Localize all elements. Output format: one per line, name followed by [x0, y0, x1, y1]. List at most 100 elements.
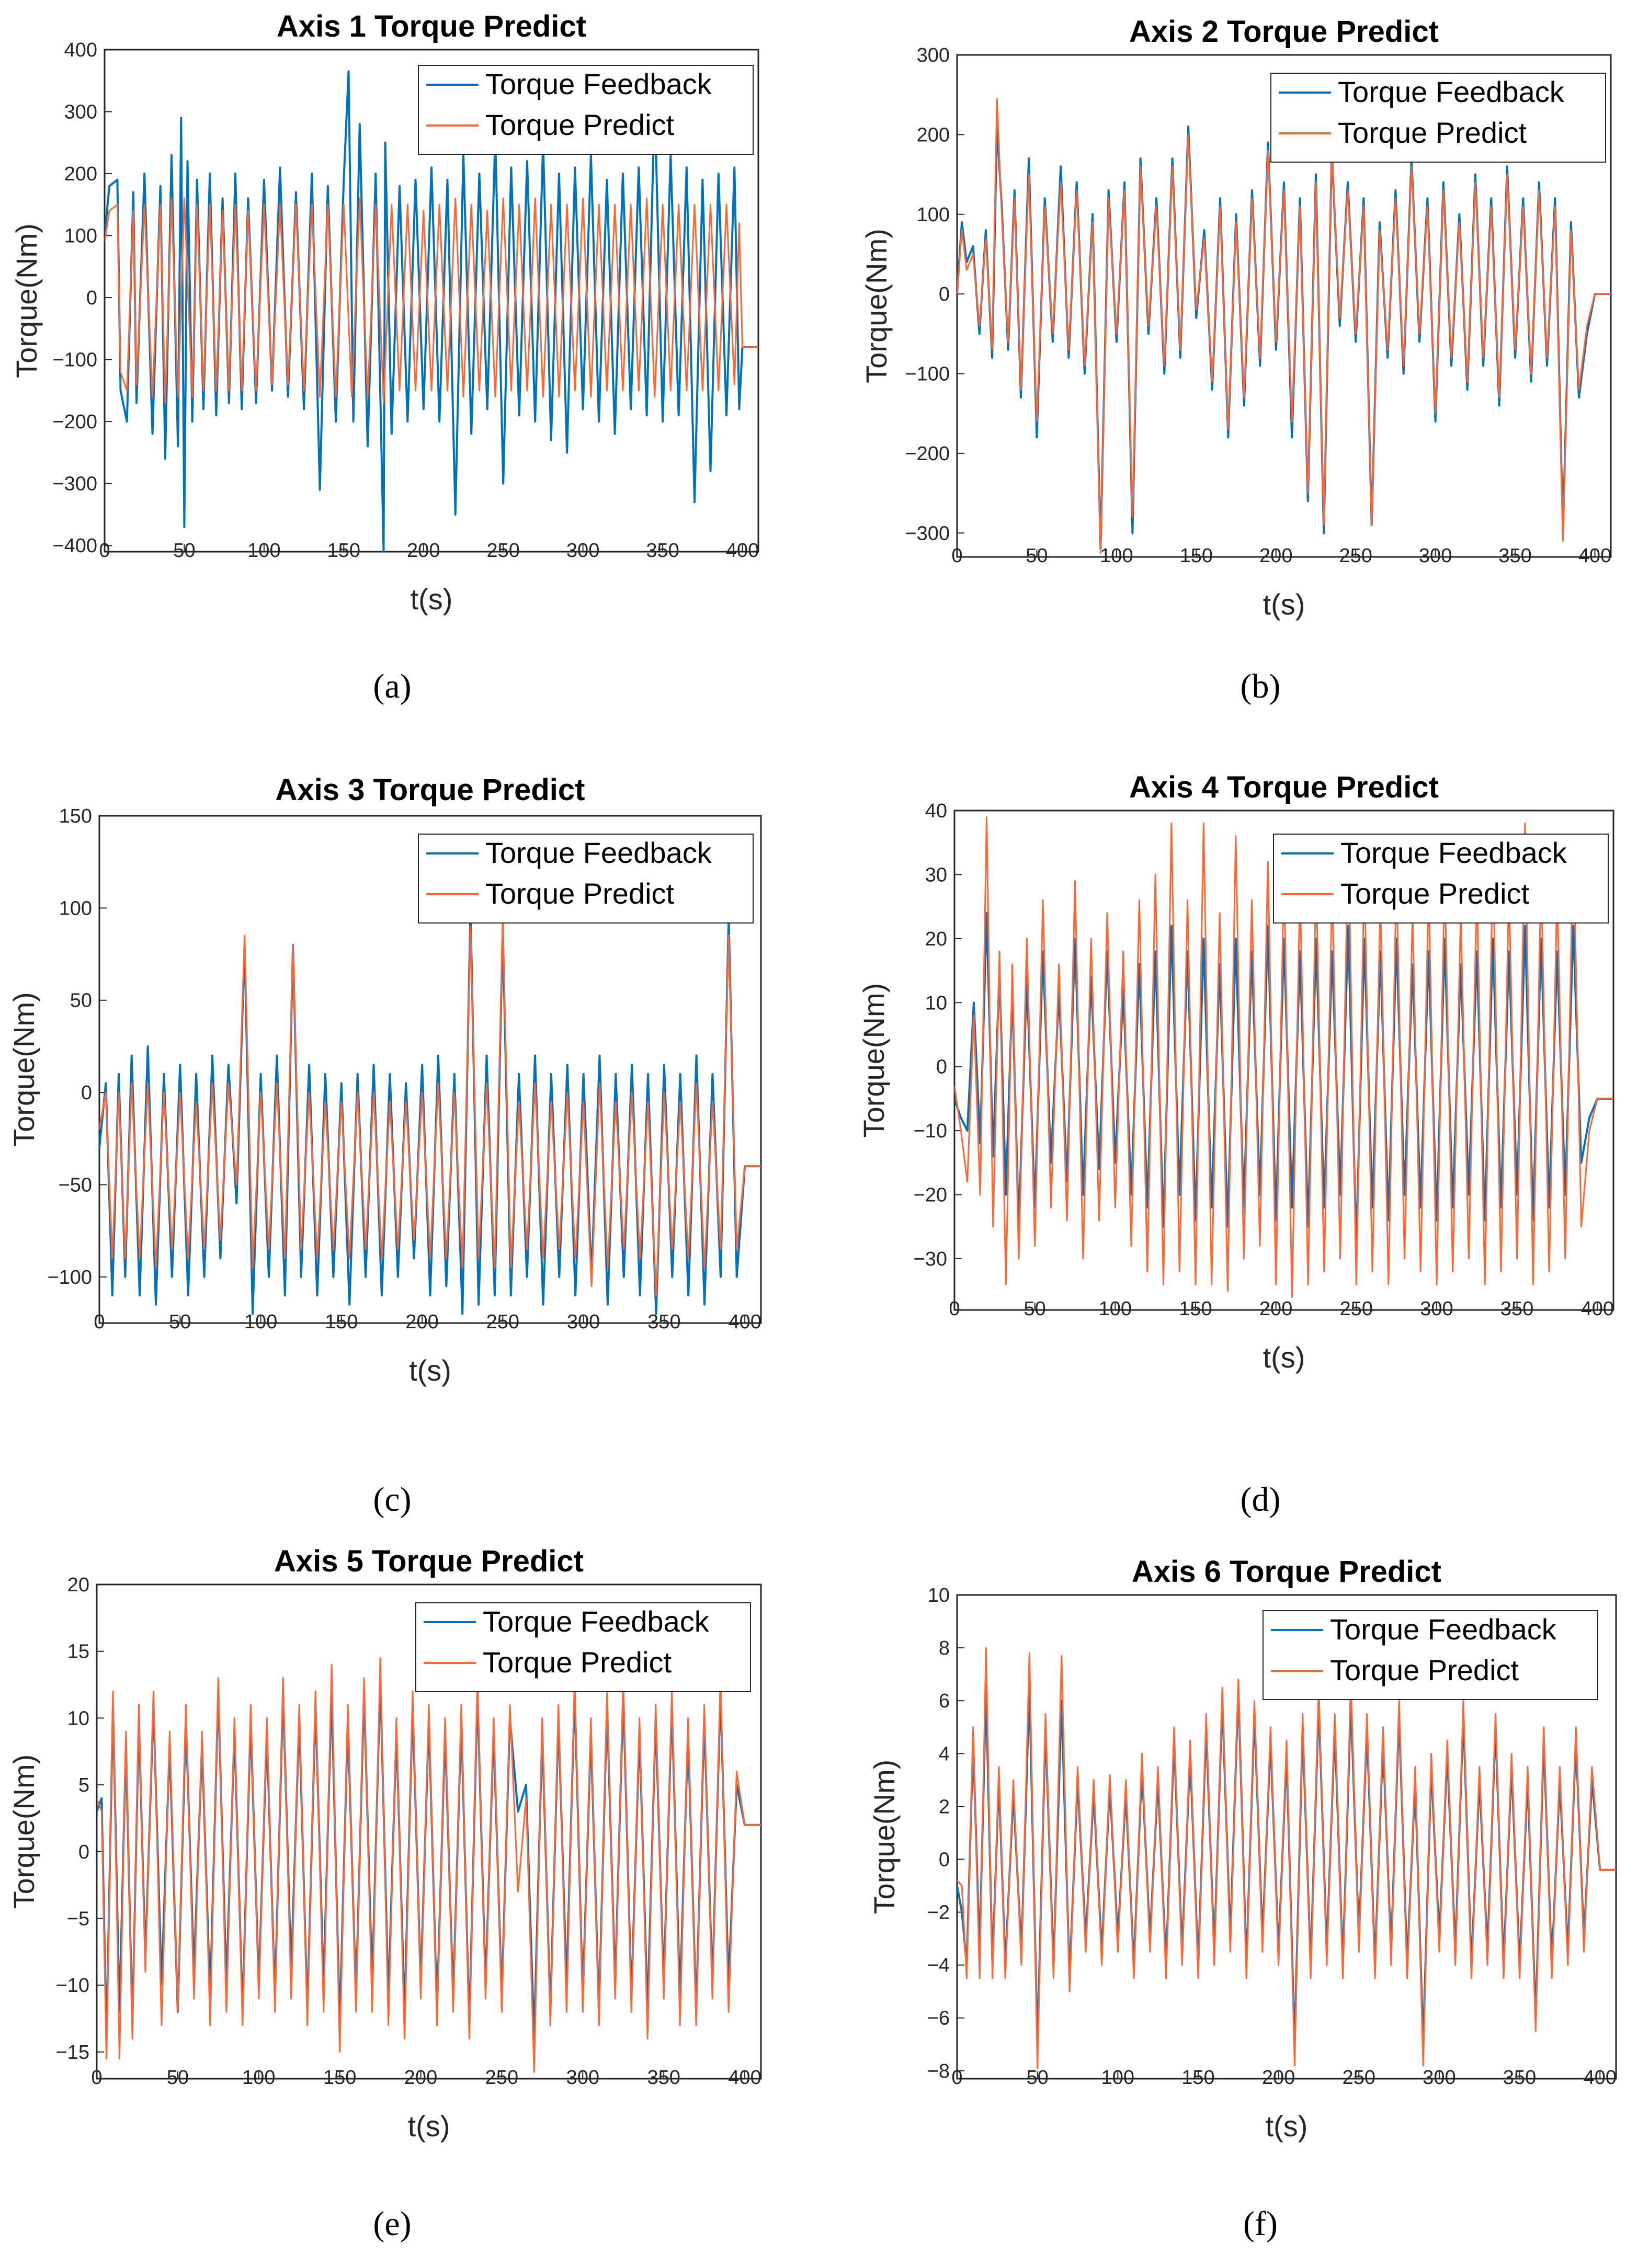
x-tick-label: 0: [949, 1298, 960, 1320]
x-tick-label: 350: [1498, 545, 1531, 567]
legend-box: [418, 834, 754, 924]
y-tick-label: 50: [70, 990, 92, 1012]
x-tick-label: 350: [647, 2067, 680, 2089]
y-tick-label: 100: [64, 225, 97, 247]
legend-label-predict: Torque Predict: [1330, 1654, 1519, 1686]
y-tick-label: −20: [914, 1184, 947, 1206]
x-axis-label: t(s): [411, 583, 453, 616]
chart-svg: Axis 1 Torque Predict 0 50 100 150 200 250 300 3…: [10, 9, 759, 616]
y-tick-label: 100: [59, 897, 92, 919]
x-tick-label: 200: [1259, 1298, 1292, 1320]
x-tick-label: 250: [1343, 2067, 1375, 2089]
y-tick-label: 0: [939, 283, 950, 305]
x-tick-label: 400: [728, 1311, 761, 1333]
x-axis-label: t(s): [408, 2110, 450, 2142]
y-tick-label: 0: [78, 1841, 89, 1863]
legend: Torque Feedback Torque Predict: [418, 65, 754, 155]
x-tick-label: 100: [242, 2067, 275, 2089]
chart-panel-a: Axis 1 Torque Predict 0 50 100 150 200 250 300 3…: [0, 0, 816, 680]
legend-label-feedback: Torque Feedback: [1338, 75, 1565, 108]
x-tick-label: 400: [1578, 545, 1611, 567]
chart-title: Axis 1 Torque Predict: [277, 9, 586, 43]
chart-panel-f: Axis 6 Torque Predict 0 50 100 150 200 250 300 3…: [826, 1548, 1649, 2228]
x-tick-label: 250: [486, 540, 519, 562]
y-axis-label: Torque(Nm): [7, 1754, 40, 1909]
chart-svg: Axis 3 Torque Predict 0 50 100 150 200 250 300 3…: [7, 773, 762, 1387]
x-tick-label: 50: [1024, 1298, 1046, 1320]
chart-panel-d: Axis 4 Torque Predict 0 50 100 150 200 250 300 3…: [826, 763, 1649, 1443]
x-tick-label: 50: [169, 1311, 191, 1333]
legend: Torque Feedback Torque Predict: [1273, 834, 1609, 924]
y-axis-label: Torque(Nm): [857, 983, 890, 1138]
y-tick-label: 2: [939, 1796, 950, 1818]
x-tick-label: 300: [566, 2067, 599, 2089]
x-tick-label: 350: [646, 540, 679, 562]
x-tick-label: 150: [1180, 545, 1213, 567]
x-tick-label: 50: [1027, 2067, 1049, 2089]
series-line-torque-predict: [99, 916, 761, 1296]
y-tick-label: −200: [52, 411, 97, 433]
y-tick-label: −6: [927, 2008, 950, 2030]
y-axis-label: Torque(Nm): [868, 1760, 901, 1914]
y-tick-label: 6: [939, 1690, 950, 1712]
y-tick-label: 400: [64, 39, 97, 61]
x-tick-label: 100: [1101, 2067, 1134, 2089]
y-tick-label: 0: [86, 287, 97, 309]
y-tick-label: 0: [81, 1082, 92, 1104]
y-tick-label: 20: [67, 1574, 89, 1596]
x-tick-label: 400: [1581, 1298, 1614, 1320]
y-tick-label: −10: [914, 1120, 947, 1142]
x-tick-label: 50: [1026, 545, 1048, 567]
series-group: [957, 98, 1611, 554]
y-tick-label: 8: [939, 1637, 950, 1659]
y-tick-label: 20: [925, 928, 947, 950]
legend-label-predict: Torque Predict: [1338, 116, 1527, 149]
chart-title: Axis 4 Torque Predict: [1129, 770, 1439, 804]
y-tick-label: 0: [939, 1849, 950, 1871]
x-tick-label: 400: [726, 540, 759, 562]
y-tick-label: 300: [64, 101, 97, 123]
y-tick-label: −5: [67, 1908, 89, 1930]
x-tick-label: 300: [1420, 1298, 1453, 1320]
x-tick-label: 100: [247, 540, 280, 562]
caption-e: (e): [373, 2205, 412, 2243]
legend-box: [418, 65, 754, 155]
legend: Torque Feedback Torque Predict: [418, 834, 754, 924]
y-tick-label: 15: [67, 1641, 89, 1663]
y-tick-label: −4: [927, 1955, 950, 1977]
x-tick-label: 350: [1500, 1298, 1533, 1320]
y-tick-label: −15: [56, 2042, 89, 2064]
y-tick-label: −30: [914, 1248, 947, 1270]
legend-box: [415, 1602, 751, 1692]
x-tick-label: 300: [566, 540, 599, 562]
x-tick-label: 300: [1423, 2067, 1455, 2089]
y-tick-label: 30: [925, 864, 947, 886]
legend-box: [1270, 73, 1606, 163]
caption-d: (d): [1240, 1480, 1281, 1519]
y-tick-label: −100: [52, 349, 97, 371]
chart-panel-c: Axis 3 Torque Predict 0 50 100 150 200 250 300 3…: [0, 763, 816, 1443]
chart-panel-e: Axis 5 Torque Predict 0 50 100 150 200 250 300 3…: [0, 1544, 816, 2228]
x-tick-label: 100: [244, 1311, 277, 1333]
chart-panel-b: Axis 2 Torque Predict 0 50 100 150 200 250 300 3…: [826, 0, 1649, 680]
legend-label-predict: Torque Predict: [485, 877, 675, 910]
y-axis-label: Torque(Nm): [7, 992, 40, 1147]
y-tick-label: 300: [917, 44, 950, 66]
x-tick-label: 50: [173, 540, 195, 562]
x-tick-label: 300: [567, 1311, 600, 1333]
x-tick-label: 250: [486, 1311, 519, 1333]
legend: Torque Feedback Torque Predict: [415, 1602, 751, 1692]
legend-label-predict: Torque Predict: [485, 108, 675, 141]
x-tick-label: 0: [951, 545, 962, 567]
x-tick-label: 250: [1340, 1298, 1373, 1320]
y-tick-label: −50: [59, 1174, 92, 1196]
caption-f: (f): [1243, 2205, 1278, 2243]
legend-label-feedback: Torque Feedback: [483, 1605, 710, 1638]
x-tick-label: 0: [91, 2067, 102, 2089]
y-tick-label: 10: [67, 1707, 89, 1729]
y-tick-label: −300: [905, 522, 950, 544]
x-axis-label: t(s): [1263, 588, 1305, 621]
